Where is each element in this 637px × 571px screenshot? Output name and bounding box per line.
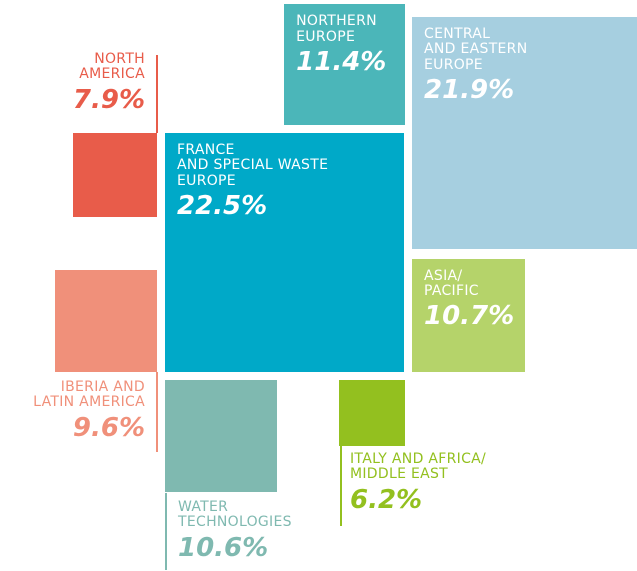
label: CENTRAL AND EASTERN EUROPE 21.9% [424, 26, 528, 106]
square [165, 133, 404, 372]
square [412, 17, 637, 250]
category-label: CENTRAL AND EASTERN EUROPE [424, 26, 528, 73]
label: ITALY AND AFRICA/ MIDDLE EAST 6.2% [350, 451, 487, 515]
value-label: 7.9% [72, 84, 145, 115]
category-label: WATER TECHNOLOGIES [178, 499, 292, 531]
square [412, 258, 526, 372]
value-label: 9.6% [72, 412, 145, 443]
category-label: IBERIA AND LATIN AMERICA [33, 379, 145, 411]
square [73, 133, 157, 217]
square [55, 270, 157, 372]
leader-line [165, 493, 167, 570]
square [165, 380, 278, 493]
value-label: 21.9% [424, 75, 515, 106]
value-label: 22.5% [177, 191, 268, 222]
leader-line [340, 445, 342, 526]
value-label: 10.7% [424, 301, 515, 332]
category-label: FRANCE AND SPECIAL WASTE EUROPE [177, 142, 329, 189]
square [284, 4, 405, 125]
category-label: NORTH AMERICA [79, 51, 145, 83]
value-label: 10.6% [178, 532, 269, 563]
label: IBERIA AND LATIN AMERICA 9.6% [33, 379, 145, 443]
value-label: 6.2% [350, 484, 423, 515]
label: NORTHERN EUROPE 11.4% [296, 13, 387, 77]
label: FRANCE AND SPECIAL WASTE EUROPE 22.5% [177, 142, 329, 222]
label: ASIA/ PACIFIC 10.7% [424, 267, 515, 332]
category-label: NORTHERN EUROPE [296, 13, 377, 45]
value-label: 11.4% [296, 46, 387, 77]
leader-line [156, 55, 158, 133]
square [339, 380, 405, 446]
category-label: ITALY AND AFRICA/ MIDDLE EAST [350, 451, 487, 483]
leader-line [156, 372, 158, 452]
category-label: ASIA/ PACIFIC [424, 267, 479, 299]
label: NORTH AMERICA 7.9% [72, 51, 145, 115]
label: WATER TECHNOLOGIES 10.6% [178, 499, 292, 563]
